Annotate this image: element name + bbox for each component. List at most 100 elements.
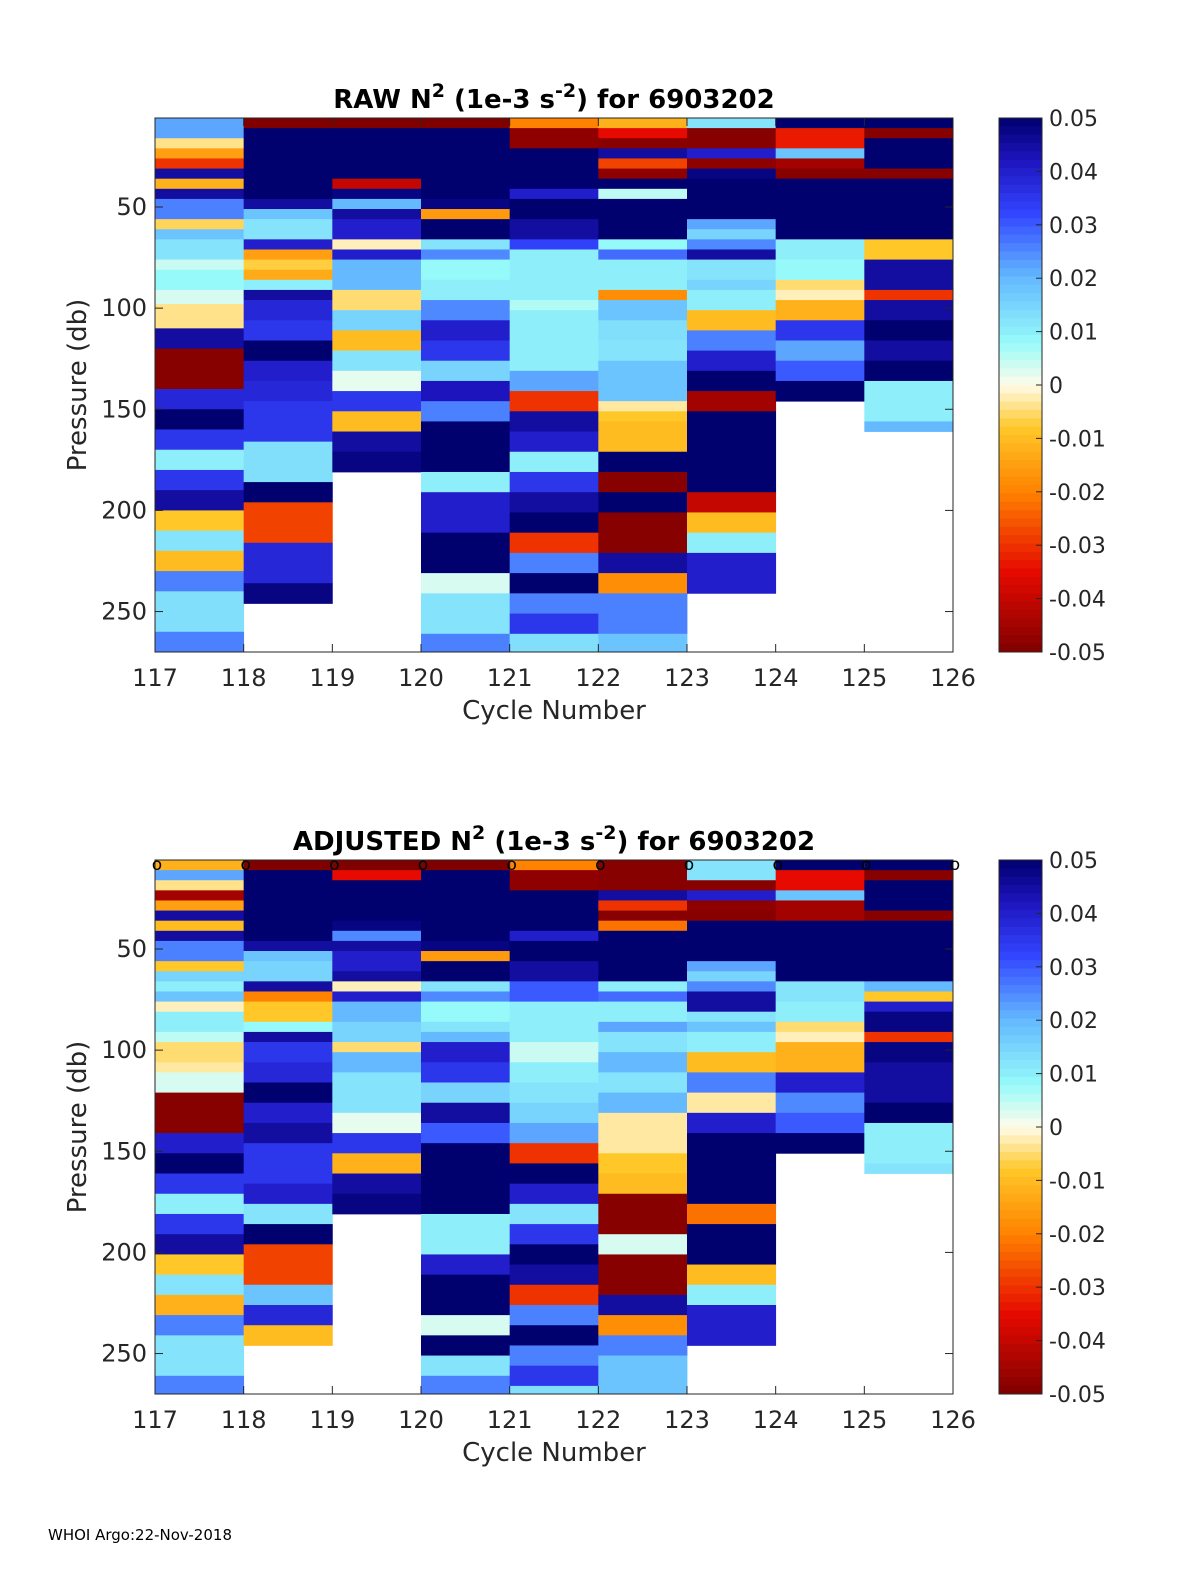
chart-raw: 117 118 119 120 121 122 123 124 125 1265010015020… [63,80,1106,726]
heatmap-cell [775,178,865,240]
heatmap-cell [509,613,599,635]
colorbar-swatch [999,1277,1042,1287]
heatmap-cell [332,1112,422,1134]
y-tick-label: 200 [101,496,147,524]
colorbar-swatch [999,968,1042,978]
heatmap-cell [243,1062,333,1083]
heatmap-cell [509,249,599,281]
colorbar-swatch [999,376,1042,386]
y-tick-label: 50 [116,193,147,221]
heatmap-cell [598,1133,688,1154]
heatmap-cell [864,239,954,260]
heatmap-cell [864,269,954,291]
heatmap-cell [243,128,333,200]
heatmap-cell [775,239,865,260]
heatmap-cell [155,1173,245,1195]
heatmap-cell [243,380,333,402]
colorbar-tick-label: -0.03 [1049,1276,1106,1301]
heatmap-cell [598,1234,688,1255]
x-tick-label: 121 [487,1406,533,1434]
colorbar-swatch [999,184,1042,194]
heatmap-cell [421,593,511,635]
cycle-marker: o [861,855,871,875]
heatmap-cell [155,1294,245,1316]
heatmap-cell [155,1001,245,1013]
y-tick-label: 50 [116,935,147,963]
heatmap-cell [509,1082,599,1104]
heatmap-cell [864,1163,954,1174]
colorbar-swatch [999,1060,1042,1070]
colorbar-swatch [999,1260,1042,1270]
heatmap-cell [155,1315,245,1336]
colorbar-swatch [999,518,1042,528]
heatmap-cell [687,391,777,412]
colorbar-swatch [999,576,1042,586]
heatmap-cell [421,1062,511,1083]
heatmap-cell [864,1102,954,1124]
colorbar-swatch [999,151,1042,161]
heatmap-cell [687,370,777,392]
heatmap-cell [687,219,777,230]
colorbar-swatch [999,543,1042,553]
colorbar-swatch [999,1051,1042,1061]
colorbar-swatch [999,1001,1042,1011]
colorbar-swatch [999,943,1042,953]
colorbar-swatch [999,1310,1042,1320]
heatmap-cell [864,1001,954,1013]
heatmap-cell [421,128,511,200]
y-tick-label: 200 [101,1238,147,1266]
heatmap-cell [155,1375,245,1395]
heatmap-cell [155,631,245,653]
heatmap-cell [598,441,688,453]
axes-box [154,117,954,653]
heatmap-cell [332,350,422,372]
heatmap-cell [332,239,422,250]
heatmap-cell [155,930,245,942]
heatmap-cell [598,188,688,200]
title-segment: (1e-3 s [485,827,595,857]
colorbar-swatch [999,485,1042,494]
heatmap-cell [155,198,245,220]
colorbar-swatch [999,1368,1042,1378]
colorbar-tick-label: 0.02 [1049,1009,1098,1034]
heatmap-cell [421,360,511,382]
heatmap-cell [775,148,865,159]
heatmap-cell [864,128,954,139]
colorbar-swatch [999,226,1042,236]
heatmap-cell [243,951,333,962]
colorbar-swatch [999,343,1042,353]
colorbar-swatch [999,1068,1042,1078]
heatmap-cell [864,320,954,341]
heatmap-cell [509,1284,599,1306]
heatmap-cell [155,870,245,881]
heatmap-cell [775,1072,865,1094]
colorbar-swatch [999,626,1042,636]
heatmap-cell [775,360,865,382]
heatmap-cell [155,219,245,230]
heatmap-cell [243,259,333,271]
colorbar-swatch [999,126,1042,136]
heatmap-cell [332,198,422,210]
colorbar-tick-label: -0.02 [1049,1223,1106,1248]
heatmap-cell [332,1153,422,1174]
colorbar-swatch [999,1360,1042,1370]
title-segment: (1e-3 s [445,85,555,115]
heatmap-cell [598,1031,688,1053]
heatmap-cell [598,451,688,473]
heatmap-cell [243,289,333,301]
heatmap-cell [509,532,599,554]
heatmap-cell [155,138,245,149]
title-segment: ) for 6903202 [616,827,815,857]
heatmap-cell [243,118,333,129]
colorbar-swatch [999,976,1042,986]
y-axis-label: Pressure (db) [63,299,93,472]
heatmap-cell [598,148,688,159]
heatmap-cell [598,239,688,250]
heatmap-cell [243,1284,333,1306]
colorbar-swatch [999,1268,1042,1278]
colorbar-swatch [999,918,1042,928]
heatmap-cell [687,350,777,372]
heatmap-cell [775,900,865,922]
heatmap-cell [421,1042,511,1063]
heatmap-cell [687,279,777,291]
